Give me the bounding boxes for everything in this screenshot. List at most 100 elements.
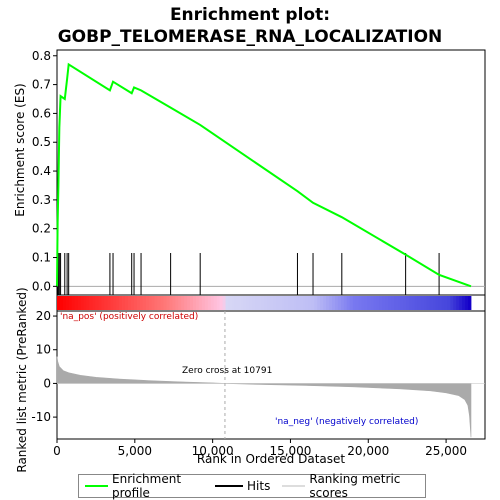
es-y-tick-label: 0.0	[32, 279, 51, 293]
heatmap-segment	[249, 296, 253, 310]
heatmap-segment	[136, 296, 141, 310]
heatmap-segment	[142, 296, 147, 310]
es-y-tick-label: 0.4	[32, 164, 51, 178]
heatmap-segment	[198, 296, 203, 310]
legend-hits-swatch	[215, 485, 244, 487]
heatmap-segment	[225, 296, 229, 310]
heatmap-segment	[74, 296, 79, 310]
heatmap-segment	[323, 296, 327, 310]
heatmap-segment	[237, 296, 241, 310]
heatmap-segment	[382, 296, 386, 310]
heatmap-segment	[86, 296, 90, 310]
heatmap-segment	[423, 296, 428, 310]
heatmap-segment	[113, 296, 117, 310]
heatmap-segment	[110, 296, 114, 310]
legend-metric-swatch	[282, 485, 306, 487]
heatmap-segment	[405, 296, 410, 310]
heatmap-segment	[228, 296, 232, 310]
heatmap-segment	[343, 296, 348, 310]
heatmap-segment	[139, 296, 144, 310]
heatmap-segment	[187, 296, 191, 310]
es-y-tick-label: 0.6	[32, 106, 51, 120]
chart-legend: Enrichment profile Hits Ranking metric s…	[78, 472, 426, 500]
heatmap-segment	[376, 296, 380, 310]
heatmap-segment	[57, 296, 61, 310]
es-y-tick-label: 0.3	[32, 193, 51, 207]
heatmap-segment	[432, 296, 436, 310]
heatmap-segment	[293, 296, 297, 310]
ranking-metric-fill	[56, 356, 472, 438]
heatmap-segment	[290, 296, 294, 310]
positive-correlation-label: 'na_pos' (positively correlated)	[60, 312, 198, 322]
heatmap-segment	[246, 296, 250, 310]
heatmap-segment	[355, 296, 360, 310]
heatmap-segment	[426, 296, 430, 310]
heatmap-segment	[122, 296, 126, 310]
heatmap-segment	[417, 296, 422, 310]
heatmap-segment	[95, 296, 99, 310]
heatmap-segment	[414, 296, 419, 310]
heatmap-segment	[243, 296, 247, 310]
heatmap-segment	[459, 296, 463, 310]
metric-y-tick-label: 0	[43, 376, 51, 390]
es-y-tick-label: 0.7	[32, 78, 51, 92]
legend-hits-label: Hits	[247, 479, 271, 493]
heatmap-segment	[299, 296, 303, 310]
heatmap-segment	[184, 296, 188, 310]
heatmap-segment	[62, 296, 67, 310]
metric-y-tick-label: -10	[31, 410, 51, 424]
heatmap-segment	[190, 296, 194, 310]
heatmap-segment	[145, 296, 150, 310]
heatmap-segment	[402, 296, 407, 310]
heatmap-segment	[130, 296, 135, 310]
heatmap-segment	[163, 296, 167, 310]
heatmap-segment	[59, 296, 64, 310]
heatmap-segment	[80, 296, 85, 310]
heatmap-segment	[287, 296, 292, 310]
heatmap-segment	[116, 296, 120, 310]
heatmap-segment	[352, 296, 357, 310]
legend-item-metric: Ranking metric scores	[282, 472, 419, 500]
hit-marks-group	[57, 253, 440, 295]
heatmap-segment	[429, 296, 433, 310]
heatmap-segment	[204, 296, 209, 310]
heatmap-segment	[349, 296, 354, 310]
metric-y-tick-label: 20	[36, 309, 51, 323]
heatmap-segment	[373, 296, 377, 310]
heatmap-segment	[370, 296, 374, 310]
heatmap-segment	[269, 296, 274, 310]
heatmap-segment	[195, 296, 200, 310]
ranking-metric-area	[56, 311, 485, 439]
heatmap-segment	[154, 296, 158, 310]
heatmap-segment	[391, 296, 395, 310]
heatmap-segment	[101, 296, 105, 310]
heatmap-segment	[468, 296, 472, 310]
heatmap-segment	[314, 296, 318, 310]
x-axis-label: Rank in Ordered Dataset	[197, 452, 345, 466]
x-tick-label: 20,000	[347, 444, 389, 458]
heatmap-segment	[263, 296, 268, 310]
heatmap-segment	[465, 296, 469, 310]
heatmap-segment	[337, 296, 342, 310]
heatmap-segment	[367, 296, 371, 310]
heatmap-segment	[305, 296, 309, 310]
legend-metric-label: Ranking metric scores	[309, 472, 401, 500]
legend-profile-label: Enrichment profile	[112, 472, 182, 500]
heatmap-segment	[178, 296, 182, 310]
heatmap-segment	[166, 296, 170, 310]
heatmap-segment	[77, 296, 82, 310]
heatmap-segment	[169, 296, 173, 310]
heatmap-segment	[400, 296, 404, 310]
heatmap-segment	[89, 296, 93, 310]
zero-cross-label: Zero cross at 10791	[182, 366, 272, 376]
heatmap-segment	[441, 296, 445, 310]
negative-correlation-label: 'na_neg' (negatively correlated)	[275, 417, 418, 427]
heatmap-segment	[181, 296, 185, 310]
heatmap-segment	[222, 296, 226, 310]
heatmap-segment	[447, 296, 451, 310]
heatmap-segment	[68, 296, 73, 310]
x-tick-label: 10,000	[192, 444, 234, 458]
heatmap-segment	[213, 296, 218, 310]
